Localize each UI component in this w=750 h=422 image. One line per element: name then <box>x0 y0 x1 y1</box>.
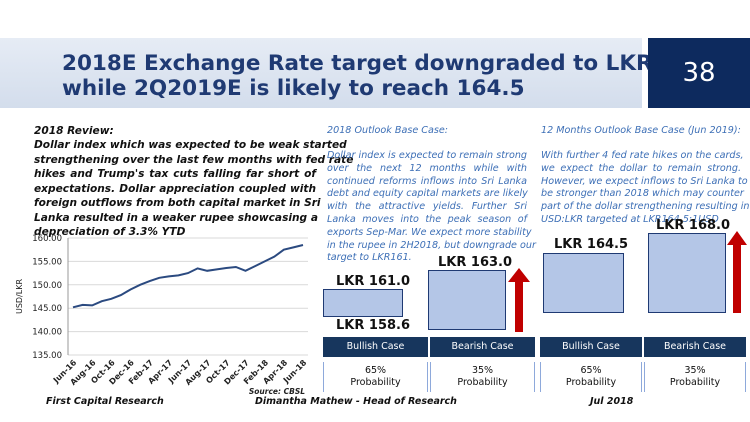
footer-right: Jul 2018 <box>590 396 634 407</box>
text-line: debt and equity capital markets are like… <box>327 188 528 200</box>
table-cell: 65% Probability <box>540 362 642 392</box>
text-line: part of the dollar strengthening resulti… <box>541 201 750 213</box>
title-line: 2018E Exchange Rate target downgraded to… <box>62 51 721 76</box>
right-paragraph: With further 4 fed rate hikes on the car… <box>541 150 750 227</box>
table-header: Bearish Case <box>430 337 535 357</box>
cell-text: Probability <box>457 377 508 388</box>
left-paragraph: Dollar index which was expected to be we… <box>34 138 354 240</box>
text-line: With further 4 fed rate hikes on the car… <box>541 150 744 161</box>
cell-text: Probability <box>350 377 401 388</box>
cell-text: 35% <box>684 365 706 376</box>
y-tick-label: 140.00 <box>32 328 62 338</box>
chart-source: Source: CBSL <box>249 387 305 396</box>
text-line: in the rupee in 2H2018, but downgrade ou… <box>327 239 536 251</box>
left-heading: 2018 Review: <box>34 125 114 137</box>
table-cell: 35% Probability <box>644 362 746 392</box>
scenario-label: LKR 161.0 <box>336 274 411 289</box>
cell-text: 65% <box>580 365 602 376</box>
text-line: hikes and Trump's tax cuts falling far s… <box>34 168 316 180</box>
up-arrow <box>508 268 530 332</box>
y-tick-label: 150.00 <box>32 281 62 291</box>
text-line: strengthening over the last few months w… <box>34 153 354 166</box>
text-line: exports Sep-Mar. We expect more stabilit… <box>327 226 532 238</box>
text-line: depreciation of 3.3% YTD <box>34 226 186 238</box>
middle-heading: 2018 Outlook Base Case: <box>327 125 448 136</box>
text-line: with the attractive yields. Further Sri <box>327 201 527 213</box>
line-series <box>72 244 304 309</box>
text-line: target to LKR161. <box>327 252 412 264</box>
title-line: while 2Q2019E is likely to reach 164.5 <box>62 76 525 101</box>
right-heading: 12 Months Outlook Base Case (Jun 2019): <box>541 125 741 136</box>
cell-text: 65% <box>364 365 387 376</box>
cell-text: Probability <box>565 377 617 388</box>
text-line: be stronger than 2018 which may counter <box>541 188 744 200</box>
footer-left: First Capital Research <box>46 396 164 407</box>
probability-table: Bullish Case Bearish Case 65% Probability 35… <box>540 337 746 392</box>
text-line: Dollar index is expected to remain stron… <box>327 150 527 161</box>
middle-paragraph: Dollar index is expected to remain stron… <box>327 150 536 265</box>
scenario-box <box>543 253 624 313</box>
scenario-box <box>428 270 506 330</box>
probability-table: Bullish Case Bearish Case 65% Probability 35… <box>323 337 535 392</box>
table-cell: 35% Probability <box>430 362 535 392</box>
y-axis-label: USD/LKR <box>15 279 24 314</box>
y-tick-label: 155.00 <box>32 257 62 267</box>
text-line: expectations. Dollar appreciation couple… <box>34 182 316 195</box>
text-line: we expect the dollar to remain strong. <box>541 162 741 174</box>
scenario-label: LKR 168.0 <box>656 218 731 233</box>
header-band <box>0 38 642 108</box>
table-header: Bearish Case <box>644 337 746 357</box>
up-arrow <box>727 231 747 313</box>
scenario-label: LKR 164.5 <box>554 237 629 252</box>
text-line: foreign outflows from both capital marke… <box>34 197 321 209</box>
page-number: 38 <box>648 38 750 108</box>
text-line: over the next 12 months while with <box>327 162 527 174</box>
table-cell: 65% Probability <box>323 362 428 392</box>
text-line: USD:LKR targeted at LKR164.5:1USD <box>541 213 719 225</box>
y-tick-label: 135.00 <box>32 351 62 361</box>
scenario-box <box>648 233 726 313</box>
table-header: Bullish Case <box>540 337 642 357</box>
y-tick-label: 160.00 <box>32 234 62 244</box>
table-header: Bullish Case <box>323 337 428 357</box>
text-line: continued reforms inflows into Sri Lanka <box>327 175 527 187</box>
scenario-label: LKR 158.6 <box>336 318 411 333</box>
cell-text: 35% <box>471 365 494 376</box>
cell-text: Probability <box>669 377 721 388</box>
text-line: Dollar index which was expected to be we… <box>34 139 347 151</box>
text-line: However, we expect inflows to Sri Lanka … <box>541 175 748 187</box>
y-tick-label: 145.00 <box>32 304 62 314</box>
footer-center: Dimantha Mathew - Head of Research <box>255 396 457 407</box>
chart: 135.00 140.00 145.00 150.00 155.00 160.00 USD/… <box>15 234 309 396</box>
text-line: Lanka resulted in a weaker rupee showcas… <box>34 211 318 224</box>
scenario-label: LKR 163.0 <box>438 255 513 270</box>
scenario-box <box>323 289 403 317</box>
text-line: Lanka moves into the peak season of <box>327 213 527 225</box>
